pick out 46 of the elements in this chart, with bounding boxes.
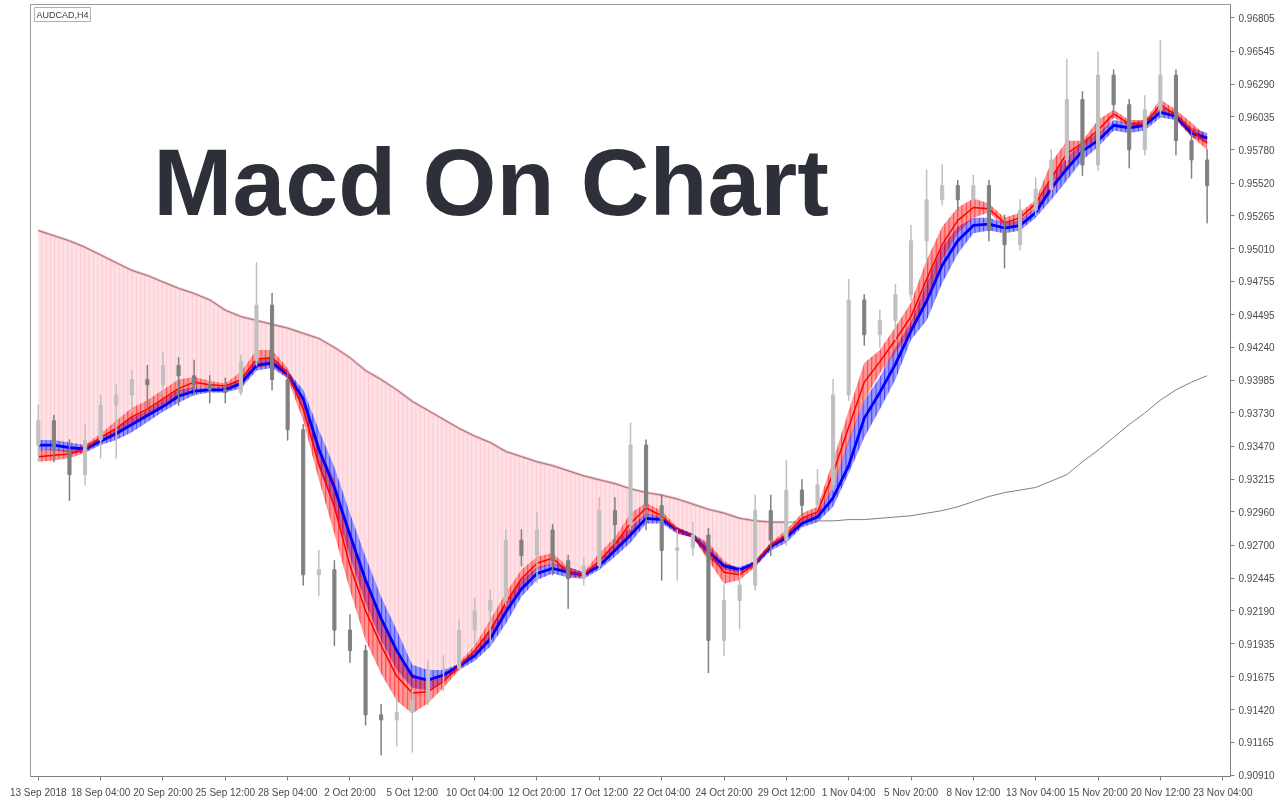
y-tick-label: 0.95265 (1238, 210, 1276, 222)
y-tick-label: 0.92960 (1238, 506, 1276, 518)
y-tick-label: 0.95520 (1238, 178, 1276, 190)
y-tick-label: 0.93985 (1238, 375, 1276, 387)
x-tick-label: 22 Oct 04:00 (633, 786, 691, 798)
y-tick-label: 0.96805 (1238, 12, 1276, 24)
x-tick-label: 5 Nov 20:00 (884, 786, 939, 798)
x-tick-label: 2 Oct 20:00 (324, 786, 377, 798)
y-tick-label: 0.92190 (1238, 605, 1276, 617)
y-tick-label: 0.96545 (1238, 46, 1276, 58)
x-tick-label: 8 Nov 12:00 (946, 786, 1001, 798)
x-tick-label: 23 Nov 04:00 (1192, 786, 1253, 798)
y-tick-label: 0.93215 (1238, 474, 1276, 486)
y-tick-label: 0.92445 (1238, 573, 1276, 585)
y-tick-label: 0.94495 (1238, 309, 1276, 321)
y-tick-label: 0.95010 (1238, 243, 1276, 255)
x-tick-label: 17 Oct 12:00 (570, 786, 629, 798)
x-tick-label: 13 Nov 04:00 (1005, 786, 1066, 798)
y-tick-label: 0.91935 (1238, 638, 1276, 650)
x-tick-label: 10 Oct 04:00 (446, 786, 504, 798)
x-tick-label: 13 Sep 2018 (9, 786, 68, 798)
y-tick-label: 0.93730 (1238, 407, 1276, 419)
y-tick-label: 0.91165 (1238, 737, 1275, 749)
y-tick-label: 0.94240 (1238, 342, 1276, 354)
y-tick-label: 0.96035 (1238, 111, 1276, 123)
x-tick-label: 29 Oct 12:00 (757, 786, 816, 798)
y-tick-label: 0.93470 (1238, 441, 1276, 453)
text: AUDCAD,H4 (36, 9, 89, 20)
x-tick-label: 5 Oct 12:00 (386, 786, 439, 798)
x-tick-label: 24 Oct 20:00 (695, 786, 754, 798)
x-tick-label: 1 Nov 04:00 (821, 786, 877, 798)
text: Macd On Chart (153, 128, 829, 235)
x-tick-label: 15 Nov 20:00 (1068, 786, 1129, 798)
x-tick-label: 20 Nov 12:00 (1130, 786, 1191, 798)
x-tick-label: 18 Sep 04:00 (70, 786, 131, 798)
x-tick-label: 20 Sep 20:00 (133, 786, 194, 798)
y-tick-label: 0.92700 (1238, 540, 1276, 552)
x-tick-label: 28 Sep 04:00 (257, 786, 318, 798)
y-tick-label: 0.94755 (1238, 276, 1276, 288)
x-tick-label: 12 Oct 20:00 (508, 786, 567, 798)
y-tick-label: 0.96290 (1238, 79, 1276, 91)
y-tick-label: 0.95780 (1238, 144, 1276, 156)
x-tick-label: 25 Sep 12:00 (195, 786, 256, 798)
y-tick-label: 0.91675 (1238, 671, 1276, 683)
y-tick-label: 0.91420 (1238, 704, 1276, 716)
y-tick-label: 0.90910 (1238, 770, 1276, 782)
